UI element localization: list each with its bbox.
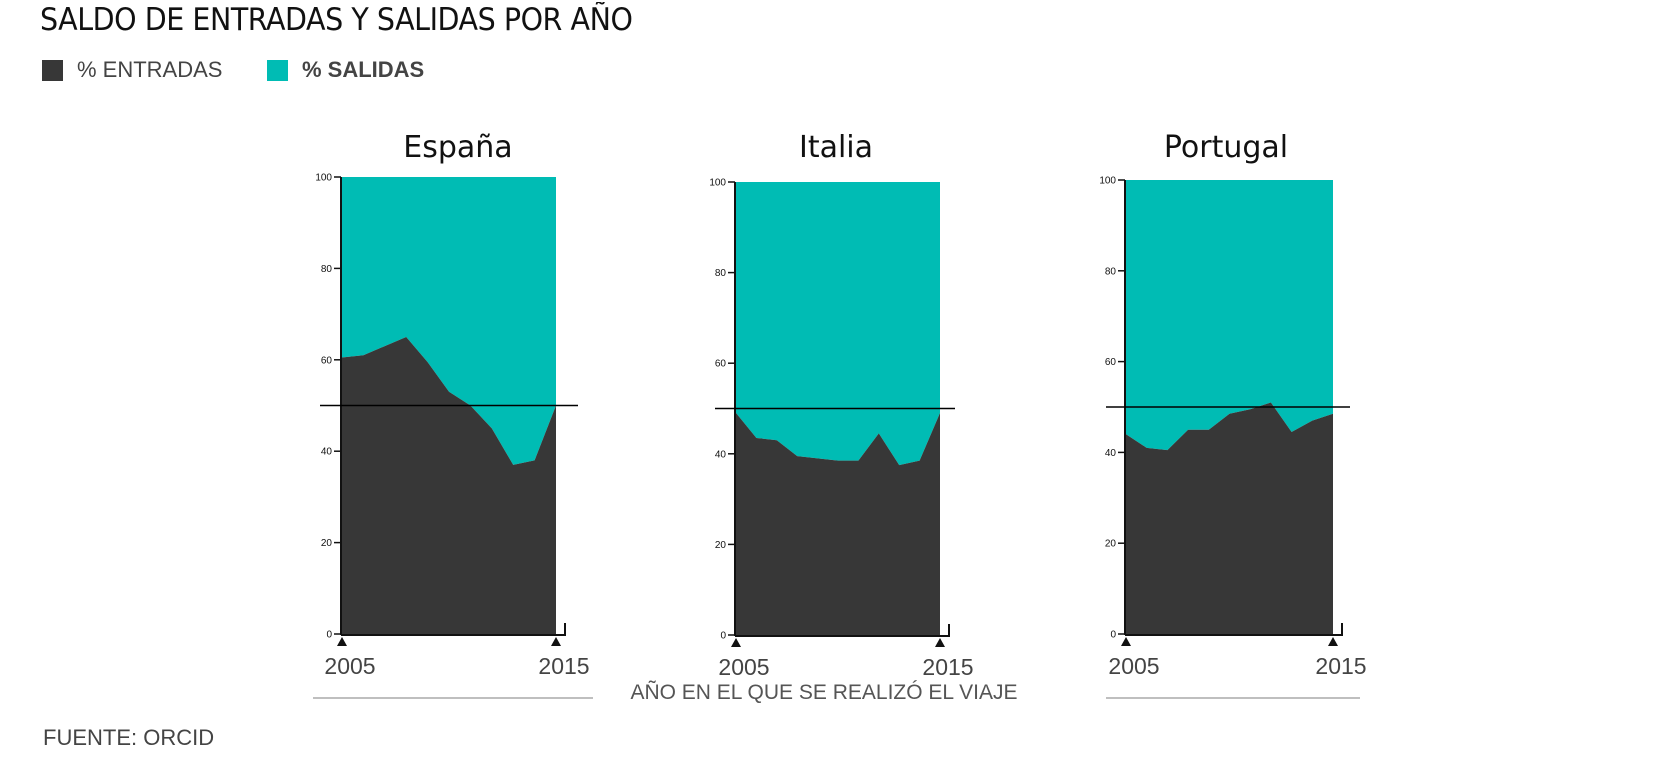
panel-title-portugal: Portugal bbox=[1164, 130, 1288, 165]
legend-item-entradas: % ENTRADAS bbox=[42, 56, 222, 84]
x-tick-label: 2005 bbox=[1108, 653, 1159, 679]
area-salidas bbox=[736, 182, 940, 466]
y-tick-label: 0 bbox=[326, 630, 332, 641]
y-tick-label: 0 bbox=[1110, 630, 1116, 641]
legend-swatch-entradas bbox=[42, 59, 63, 81]
panel-portugal: Portugal 0 20 40 60 80 100 2005 2015 bbox=[1099, 130, 1366, 679]
y-tick-label: 40 bbox=[321, 447, 333, 458]
legend-item-salidas: % SALIDAS bbox=[267, 56, 424, 84]
x-tick-marker bbox=[1328, 637, 1338, 646]
panel-italia: Italia 0 20 40 60 80 100 2005 2015 bbox=[709, 130, 973, 680]
legend-label-salidas: % SALIDAS bbox=[302, 57, 425, 82]
y-tick-label: 20 bbox=[715, 540, 727, 551]
x-axis-label: AÑO EN EL QUE SE REALIZÓ EL VIAJE bbox=[630, 680, 1017, 704]
area-entradas bbox=[736, 413, 940, 635]
x-tick-marker bbox=[731, 638, 741, 647]
y-tick-label: 60 bbox=[321, 355, 333, 366]
y-tick-label: 100 bbox=[709, 178, 726, 189]
charts-canvas: AÑO EN EL QUE SE REALIZÓ EL VIAJE España… bbox=[313, 130, 1367, 704]
chart-title: SALDO DE ENTRADAS Y SALIDAS POR AÑO bbox=[40, 2, 633, 38]
legend-swatch-salidas bbox=[267, 59, 288, 81]
legend-label-entradas: % ENTRADAS bbox=[77, 57, 223, 82]
x-axis-line bbox=[735, 624, 950, 637]
panel-title-espana: España bbox=[403, 130, 512, 165]
x-axis-line bbox=[1125, 623, 1343, 636]
x-axis-line bbox=[341, 623, 566, 636]
y-tick-label: 20 bbox=[321, 538, 333, 549]
y-tick-label: 40 bbox=[1105, 448, 1117, 459]
y-tick-label: 0 bbox=[720, 631, 726, 642]
panel-espana: España 0 20 40 60 80 100 2005 2015 bbox=[315, 130, 589, 679]
source-note: FUENTE: ORCID bbox=[43, 725, 215, 750]
x-tick-marker bbox=[1121, 637, 1131, 646]
panel-title-italia: Italia bbox=[799, 130, 873, 165]
area-entradas bbox=[342, 336, 556, 634]
x-tick-marker bbox=[935, 638, 945, 647]
y-tick-label: 100 bbox=[1099, 176, 1116, 187]
x-tick-marker bbox=[551, 637, 561, 646]
y-tick-label: 80 bbox=[1105, 266, 1117, 277]
y-tick-label: 20 bbox=[1105, 539, 1117, 550]
area-entradas bbox=[1126, 402, 1333, 634]
y-tick-label: 80 bbox=[321, 264, 333, 275]
y-tick-label: 40 bbox=[715, 449, 727, 460]
area-salidas bbox=[342, 177, 556, 465]
area-salidas bbox=[1126, 180, 1333, 451]
x-tick-marker bbox=[337, 637, 347, 646]
y-tick-label: 60 bbox=[1105, 357, 1117, 368]
x-tick-label: 2015 bbox=[922, 654, 973, 680]
x-tick-label: 2015 bbox=[1315, 653, 1366, 679]
y-tick-label: 80 bbox=[715, 268, 727, 279]
y-tick-label: 100 bbox=[315, 173, 332, 184]
x-tick-label: 2015 bbox=[538, 653, 589, 679]
y-tick-label: 60 bbox=[715, 359, 727, 370]
x-tick-label: 2005 bbox=[324, 653, 375, 679]
x-tick-label: 2005 bbox=[718, 654, 769, 680]
